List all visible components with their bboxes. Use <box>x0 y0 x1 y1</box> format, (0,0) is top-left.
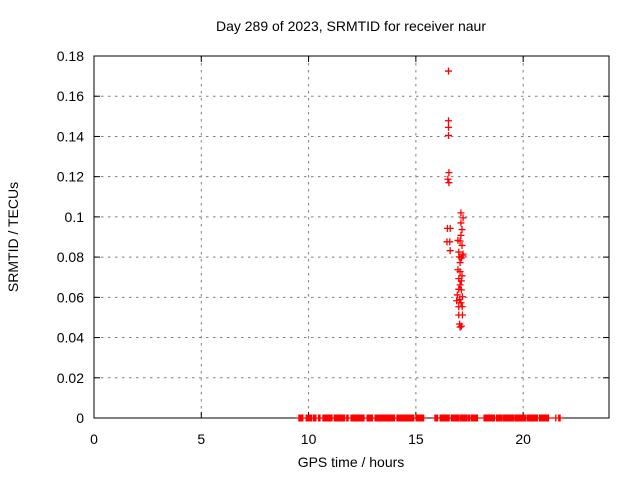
x-tick-label: 20 <box>515 431 531 447</box>
y-tick-label: 0 <box>76 410 84 426</box>
y-tick-label: 0.14 <box>57 128 84 144</box>
tick-labels: 0 5 10 15 20 0 0.02 0.04 0.06 0.08 0.1 0.12 0.14 0.16… <box>57 48 531 447</box>
axis-ticks <box>93 55 609 419</box>
y-tick-label: 0.02 <box>57 370 84 386</box>
x-tick-label: 5 <box>197 431 205 447</box>
y-axis-label: SRMTID / TECUs <box>5 182 21 292</box>
chart-title: Day 289 of 2023, SRMTID for receiver nau… <box>216 18 486 34</box>
scatter-points <box>443 67 467 331</box>
y-tick-label: 0.1 <box>65 209 85 225</box>
x-tick-label: 15 <box>408 431 424 447</box>
data-points <box>295 67 564 422</box>
y-tick-label: 0.18 <box>57 48 84 64</box>
y-tick-label: 0.12 <box>57 169 84 185</box>
y-tick-label: 0.06 <box>57 289 84 305</box>
x-tick-label: 0 <box>90 431 98 447</box>
baseline-points <box>295 414 564 422</box>
y-tick-label: 0.16 <box>57 88 84 104</box>
y-tick-label: 0.04 <box>57 330 84 346</box>
x-axis-label: GPS time / hours <box>298 454 405 470</box>
y-tick-label: 0.08 <box>57 249 84 265</box>
x-tick-label: 10 <box>301 431 317 447</box>
